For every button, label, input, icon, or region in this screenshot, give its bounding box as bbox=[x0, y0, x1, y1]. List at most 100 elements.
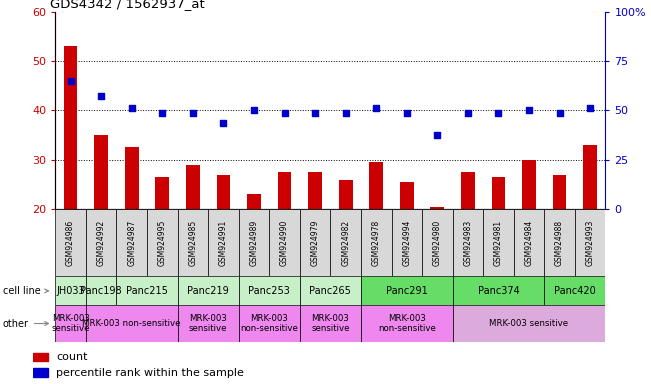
Bar bbox=[55, 305, 86, 342]
Text: GSM924990: GSM924990 bbox=[280, 220, 289, 266]
Bar bbox=[400, 182, 413, 209]
Bar bbox=[239, 209, 270, 276]
Text: Panc198: Panc198 bbox=[80, 286, 122, 296]
Text: GSM924980: GSM924980 bbox=[433, 220, 442, 266]
Bar bbox=[300, 276, 361, 305]
Text: MRK-003 non-sensitive: MRK-003 non-sensitive bbox=[83, 319, 181, 328]
Text: GSM924991: GSM924991 bbox=[219, 220, 228, 266]
Point bbox=[524, 107, 534, 114]
Text: GSM924989: GSM924989 bbox=[249, 220, 258, 266]
Bar bbox=[339, 180, 353, 209]
Bar bbox=[86, 276, 117, 305]
Bar bbox=[178, 276, 239, 305]
Bar bbox=[247, 194, 261, 209]
Point bbox=[65, 78, 76, 84]
Text: GSM924995: GSM924995 bbox=[158, 220, 167, 266]
Bar bbox=[33, 353, 48, 361]
Text: GSM924979: GSM924979 bbox=[311, 220, 320, 266]
Bar bbox=[270, 209, 300, 276]
Text: GSM924981: GSM924981 bbox=[494, 220, 503, 266]
Bar bbox=[300, 305, 361, 342]
Bar bbox=[178, 305, 239, 342]
Text: cell line: cell line bbox=[3, 286, 49, 296]
Bar bbox=[186, 165, 200, 209]
Bar bbox=[452, 209, 483, 276]
Bar bbox=[361, 209, 391, 276]
Text: GDS4342 / 1562937_at: GDS4342 / 1562937_at bbox=[50, 0, 204, 10]
Point bbox=[96, 93, 106, 99]
Bar bbox=[483, 209, 514, 276]
Text: MRK-003
sensitive: MRK-003 sensitive bbox=[189, 314, 227, 333]
Bar bbox=[117, 276, 178, 305]
Text: other: other bbox=[3, 318, 49, 329]
Text: Panc265: Panc265 bbox=[309, 286, 352, 296]
Point bbox=[126, 105, 137, 111]
Bar bbox=[544, 276, 605, 305]
Text: GSM924978: GSM924978 bbox=[372, 220, 381, 266]
Bar bbox=[94, 135, 108, 209]
Text: GSM924983: GSM924983 bbox=[464, 220, 473, 266]
Text: MRK-003
non-sensitive: MRK-003 non-sensitive bbox=[378, 314, 436, 333]
Bar bbox=[86, 209, 117, 276]
Bar bbox=[55, 209, 86, 276]
Bar bbox=[452, 276, 544, 305]
Point bbox=[402, 110, 412, 116]
Point bbox=[157, 110, 167, 116]
Text: JH033: JH033 bbox=[56, 286, 85, 296]
Text: Panc291: Panc291 bbox=[386, 286, 428, 296]
Text: GSM924984: GSM924984 bbox=[525, 220, 534, 266]
Text: MRK-003
sensitive: MRK-003 sensitive bbox=[51, 314, 90, 333]
Bar bbox=[278, 172, 292, 209]
Point bbox=[555, 110, 565, 116]
Bar bbox=[33, 368, 48, 377]
Bar bbox=[125, 147, 139, 209]
Bar bbox=[575, 209, 605, 276]
Point bbox=[279, 110, 290, 116]
Bar bbox=[239, 305, 300, 342]
Bar bbox=[239, 276, 300, 305]
Bar bbox=[156, 177, 169, 209]
Bar bbox=[422, 209, 452, 276]
Text: GSM924994: GSM924994 bbox=[402, 220, 411, 266]
Bar bbox=[147, 209, 178, 276]
Text: Panc219: Panc219 bbox=[187, 286, 229, 296]
Bar bbox=[308, 172, 322, 209]
Bar bbox=[452, 305, 605, 342]
Text: GSM924988: GSM924988 bbox=[555, 220, 564, 266]
Text: Panc374: Panc374 bbox=[478, 286, 519, 296]
Bar bbox=[461, 172, 475, 209]
Point bbox=[432, 132, 443, 138]
Text: GSM924986: GSM924986 bbox=[66, 220, 75, 266]
Bar bbox=[64, 46, 77, 209]
Text: MRK-003 sensitive: MRK-003 sensitive bbox=[490, 319, 568, 328]
Point bbox=[187, 110, 198, 116]
Bar bbox=[300, 209, 330, 276]
Bar bbox=[369, 162, 383, 209]
Text: GSM924985: GSM924985 bbox=[188, 220, 197, 266]
Text: MRK-003
non-sensitive: MRK-003 non-sensitive bbox=[240, 314, 298, 333]
Text: Panc215: Panc215 bbox=[126, 286, 168, 296]
Text: Panc253: Panc253 bbox=[248, 286, 290, 296]
Bar bbox=[553, 175, 566, 209]
Point bbox=[249, 107, 259, 114]
Bar bbox=[361, 276, 452, 305]
Point bbox=[340, 110, 351, 116]
Bar bbox=[544, 209, 575, 276]
Text: percentile rank within the sample: percentile rank within the sample bbox=[56, 367, 244, 377]
Point bbox=[493, 110, 504, 116]
Text: GSM924993: GSM924993 bbox=[586, 220, 594, 266]
Bar bbox=[391, 209, 422, 276]
Text: GSM924982: GSM924982 bbox=[341, 220, 350, 266]
Bar bbox=[86, 305, 178, 342]
Point bbox=[585, 105, 596, 111]
Bar bbox=[492, 177, 505, 209]
Bar bbox=[217, 175, 230, 209]
Bar bbox=[208, 209, 239, 276]
Text: MRK-003
sensitive: MRK-003 sensitive bbox=[311, 314, 350, 333]
Bar bbox=[514, 209, 544, 276]
Bar bbox=[330, 209, 361, 276]
Bar bbox=[361, 305, 452, 342]
Bar bbox=[117, 209, 147, 276]
Bar bbox=[430, 207, 444, 209]
Point bbox=[463, 110, 473, 116]
